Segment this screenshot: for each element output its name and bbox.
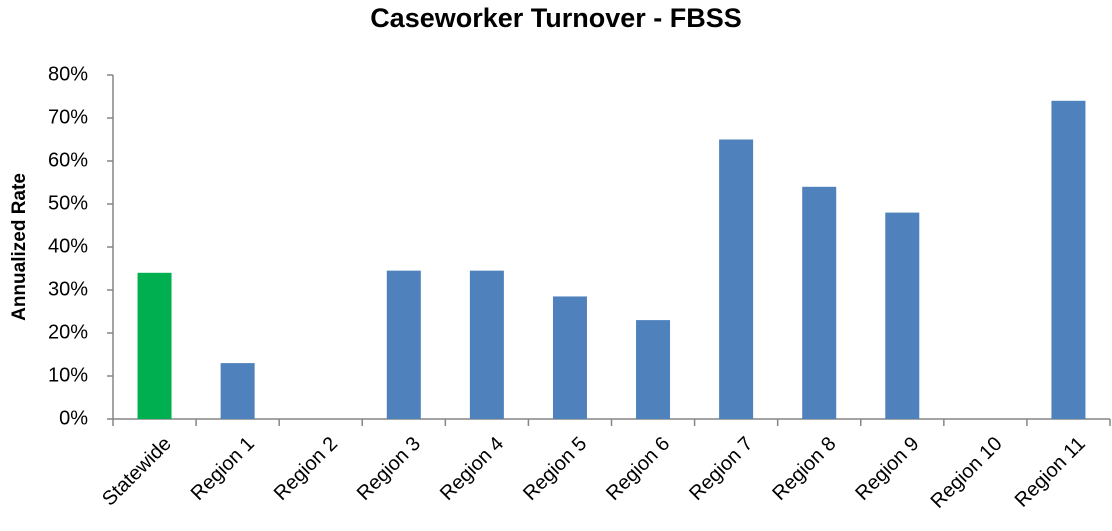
chart-title: Caseworker Turnover - FBSS [370, 3, 742, 33]
bar [552, 296, 587, 419]
bar [719, 139, 754, 419]
x-tick-label: Region 4 [436, 433, 508, 505]
y-tick-label: 80% [48, 63, 88, 85]
x-tick-label: Region 2 [270, 433, 342, 505]
bar [220, 363, 255, 419]
y-tick-label: 70% [48, 106, 88, 128]
x-tick-label: Region 10 [927, 433, 1007, 513]
y-tick-label: 10% [48, 364, 88, 386]
x-tick-label: Region 7 [685, 433, 757, 505]
bar [636, 320, 671, 419]
x-tick-label: Region 6 [602, 433, 674, 505]
x-tick-label: Region 3 [353, 433, 425, 505]
y-tick-label: 30% [48, 278, 88, 300]
bar [386, 270, 421, 419]
bar [802, 186, 837, 419]
y-tick-label: 20% [48, 321, 88, 343]
x-tick-label: Region 9 [851, 433, 923, 505]
x-tick-label: Statewide [98, 433, 176, 511]
y-tick-label: 40% [48, 235, 88, 257]
bar [1051, 100, 1086, 420]
y-axis-label: Annualized Rate [9, 173, 30, 321]
y-tick-label: 0% [59, 407, 88, 429]
bar [885, 212, 920, 419]
y-tick-label: 60% [48, 149, 88, 171]
x-tick-label: Region 8 [768, 433, 840, 505]
x-tick-label: Region 5 [519, 433, 591, 505]
x-tick-label: Region 11 [1011, 433, 1090, 512]
bar [137, 272, 172, 419]
y-tick-label: 50% [48, 192, 88, 214]
bar [469, 270, 504, 419]
x-tick-label: Region 1 [187, 433, 259, 505]
